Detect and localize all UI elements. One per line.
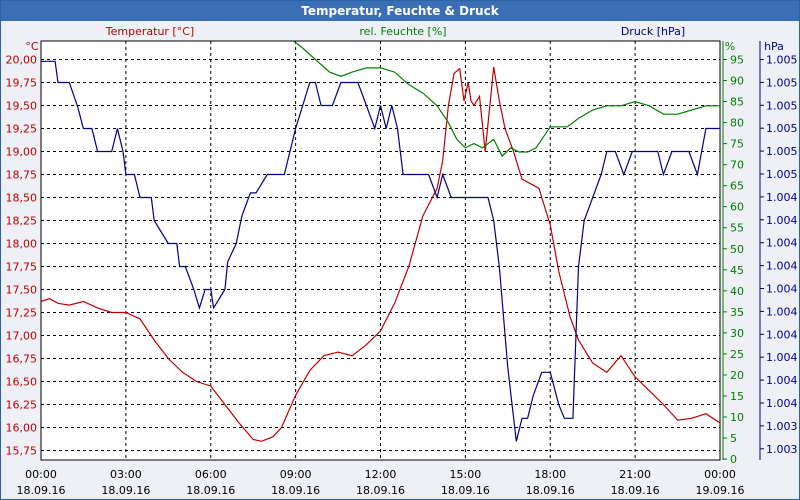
- x-tick-time: 12:00: [365, 468, 397, 481]
- temperature-series-line: [41, 60, 720, 442]
- humidity-tick-label: 25: [730, 348, 744, 361]
- pressure-unit: hPa: [764, 40, 784, 53]
- temperature-tick-label: 18,50: [6, 192, 38, 205]
- pressure-tick-label: 1.004: [766, 328, 798, 341]
- humidity-tick-label: 15: [730, 390, 744, 403]
- x-tick-time: 09:00: [280, 468, 312, 481]
- pressure-tick-label: 1.004: [766, 237, 798, 250]
- humidity-tick-label: 45: [730, 264, 744, 277]
- humidity-tick-label: 80: [730, 117, 744, 130]
- pressure-tick-label: 1.005: [766, 54, 798, 67]
- pressure-tick-label: 1.004: [766, 191, 798, 204]
- x-tick-date: 18.09.16: [186, 484, 235, 497]
- window-title: Temperatur, Feuchte & Druck: [1, 1, 799, 21]
- humidity-tick-label: 5: [730, 432, 737, 445]
- temperature-tick-label: 16,25: [6, 399, 38, 412]
- pressure-tick-label: 1.004: [766, 260, 798, 273]
- x-tick-time: 18:00: [534, 468, 566, 481]
- humidity-tick-label: 70: [730, 159, 744, 172]
- pressure-tick-label: 1.005: [766, 99, 798, 112]
- pressure-tick-label: 1.003: [766, 420, 798, 433]
- humidity-tick-label: 40: [730, 285, 744, 298]
- chart-series: [41, 41, 720, 442]
- x-tick-date: 18.09.16: [101, 484, 150, 497]
- temperature-tick-label: 20,00: [6, 54, 38, 67]
- humidity-tick-label: 20: [730, 369, 744, 382]
- temperature-tick-label: 18,75: [6, 169, 38, 182]
- x-tick-time: 00:00: [704, 468, 736, 481]
- x-tick-date: 18.09.16: [271, 484, 320, 497]
- pressure-tick-label: 1.004: [766, 214, 798, 227]
- temperature-tick-label: 19,00: [6, 146, 38, 159]
- humidity-tick-label: 85: [730, 96, 744, 109]
- x-tick-date: 19.09.16: [696, 484, 745, 497]
- humidity-tick-label: 95: [730, 54, 744, 67]
- temperature-unit: °C: [25, 40, 39, 53]
- pressure-tick-label: 1.005: [766, 145, 798, 158]
- humidity-tick-label: 65: [730, 180, 744, 193]
- pressure-tick-label: 1.005: [766, 168, 798, 181]
- temperature-tick-label: 17,50: [6, 284, 38, 297]
- temperature-tick-label: 16,50: [6, 376, 38, 389]
- humidity-tick-label: 10: [730, 411, 744, 424]
- humidity-tick-label: 30: [730, 327, 744, 340]
- pressure-tick-label: 1.004: [766, 374, 798, 387]
- x-tick-date: 18.09.16: [526, 484, 575, 497]
- pressure-tick-label: 1.004: [766, 283, 798, 296]
- x-tick-time: 03:00: [110, 468, 142, 481]
- pressure-axis-label: Druck [hPa]: [621, 25, 685, 38]
- temperature-tick-label: 18,00: [6, 238, 38, 251]
- temperature-tick-label: 16,75: [6, 353, 38, 366]
- x-tick-date: 18.09.16: [17, 484, 66, 497]
- temperature-tick-label: 17,00: [6, 330, 38, 343]
- chart-axes: 20,00 19,75 19,50 19,25 19,00 18,75 18,50 18,25…: [6, 41, 798, 497]
- chart-labels: Temperatur [°C] rel. Feuchte [%] Druck […: [25, 25, 784, 53]
- x-tick-time: 06:00: [195, 468, 227, 481]
- x-tick-time: 15:00: [450, 468, 482, 481]
- temperature-tick-label: 15,75: [6, 445, 38, 458]
- temperature-tick-label: 19,75: [6, 77, 38, 90]
- humidity-tick-label: 35: [730, 306, 744, 319]
- temperature-tick-label: 19,50: [6, 100, 38, 113]
- x-tick-date: 18.09.16: [611, 484, 660, 497]
- pressure-tick-label: 1.004: [766, 305, 798, 318]
- chart-grid: [40, 40, 721, 461]
- x-tick-date: 18.09.16: [356, 484, 405, 497]
- temperature-tick-label: 19,25: [6, 123, 38, 136]
- temperature-tick-label: 17,25: [6, 307, 38, 320]
- temperature-tick-label: 18,25: [6, 215, 38, 228]
- humidity-unit: %: [725, 40, 735, 53]
- pressure-tick-label: 1.005: [766, 76, 798, 89]
- humidity-tick-label: 75: [730, 138, 744, 151]
- temperature-tick-label: 16,00: [6, 422, 38, 435]
- temperature-tick-label: 17,75: [6, 261, 38, 274]
- x-tick-time: 21:00: [619, 468, 651, 481]
- humidity-axis-label: rel. Feuchte [%]: [359, 25, 446, 38]
- pressure-tick-label: 1.004: [766, 351, 798, 364]
- humidity-series-line: [292, 41, 720, 158]
- humidity-tick-label: 0: [730, 453, 737, 466]
- pressure-tick-label: 1.005: [766, 122, 798, 135]
- humidity-tick-label: 50: [730, 243, 744, 256]
- humidity-tick-label: 90: [730, 75, 744, 88]
- pressure-tick-label: 1.004: [766, 397, 798, 410]
- humidity-tick-label: 55: [730, 222, 744, 235]
- x-tick-date: 18.09.16: [441, 484, 490, 497]
- pressure-tick-label: 1.003: [766, 443, 798, 456]
- temperature-axis-label: Temperatur [°C]: [105, 25, 194, 38]
- humidity-tick-label: 60: [730, 201, 744, 214]
- x-tick-time: 00:00: [25, 468, 57, 481]
